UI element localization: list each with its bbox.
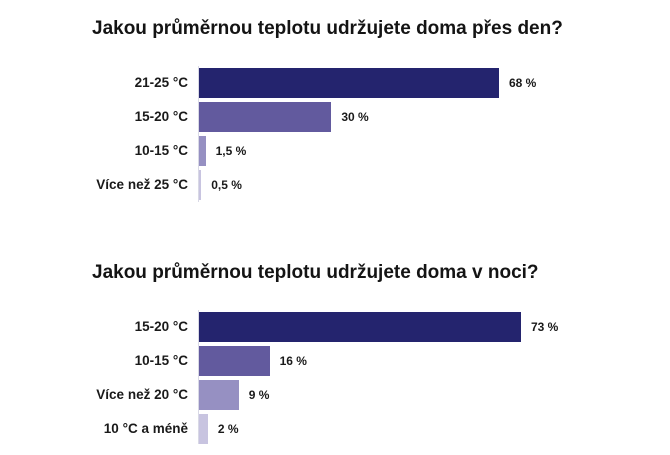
- bar: [199, 68, 499, 98]
- bar: [199, 346, 270, 376]
- category-label: Více než 25 °C: [96, 177, 188, 192]
- value-label: 2 %: [217, 422, 239, 436]
- bar-row: 10-15 °C 1,5 %: [0, 136, 670, 166]
- category-label: 21-25 °C: [134, 75, 188, 90]
- value-label: 73 %: [531, 320, 559, 334]
- bar-row: 15-20 °C 30 %: [0, 102, 670, 132]
- bar-row: 10 °C a méně 2 %: [0, 414, 670, 444]
- category-label: 10-15 °C: [134, 353, 188, 368]
- bar-row: 10-15 °C 16 %: [0, 346, 670, 376]
- value-label: 0,5 %: [211, 178, 242, 192]
- chart-title: Jakou průměrnou teplotu udržujete doma v…: [92, 262, 539, 283]
- bar: [199, 380, 239, 410]
- chart-axis-line: [198, 66, 199, 202]
- category-label: Více než 20 °C: [96, 387, 188, 402]
- bar: [199, 170, 202, 200]
- bar: [199, 136, 206, 166]
- value-label: 68 %: [509, 76, 537, 90]
- bar-row: Více než 25 °C 0,5 %: [0, 170, 670, 200]
- category-label: 10-15 °C: [134, 143, 188, 158]
- category-label: 10 °C a méně: [103, 421, 188, 436]
- bar-row: 15-20 °C 73 %: [0, 312, 670, 342]
- value-label: 9 %: [248, 388, 270, 402]
- chart-night-temperature: Jakou průměrnou teplotu udržujete doma v…: [0, 262, 670, 452]
- bar-row: 21-25 °C 68 %: [0, 68, 670, 98]
- category-label: 15-20 °C: [134, 319, 188, 334]
- bar-row: Více než 20 °C 9 %: [0, 380, 670, 410]
- value-label: 30 %: [341, 110, 369, 124]
- bar: [199, 102, 332, 132]
- bar: [199, 312, 521, 342]
- chart-daytime-temperature: Jakou průměrnou teplotu udržujete doma p…: [0, 18, 670, 208]
- bar: [199, 414, 208, 444]
- category-label: 15-20 °C: [134, 109, 188, 124]
- value-label: 16 %: [279, 354, 307, 368]
- chart-axis-line: [198, 310, 199, 444]
- value-label: 1,5 %: [215, 144, 247, 158]
- chart-title: Jakou průměrnou teplotu udržujete doma p…: [92, 18, 563, 39]
